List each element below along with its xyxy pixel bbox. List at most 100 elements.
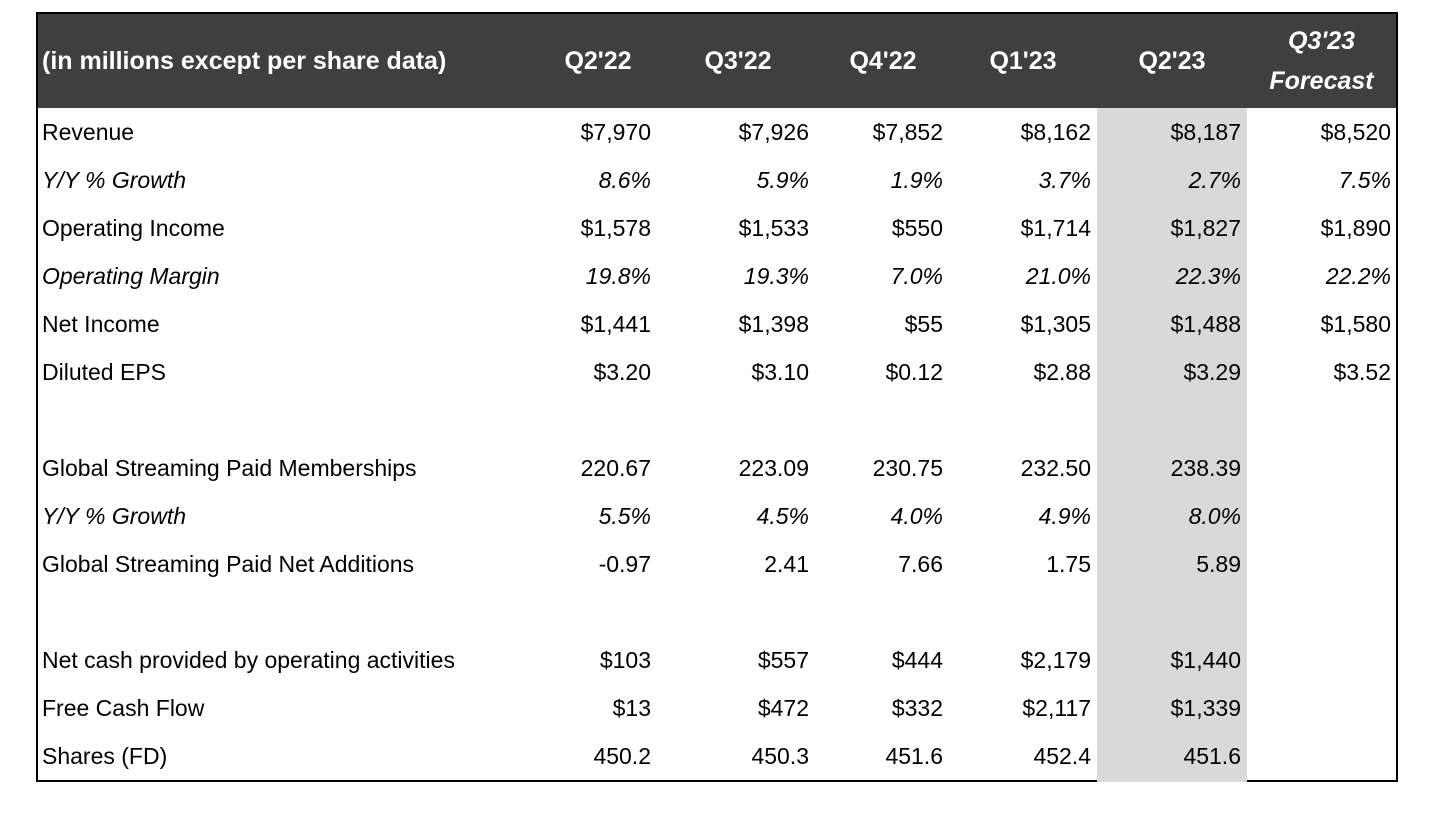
header-q3-23-forecast: Q3'23 Forecast — [1247, 14, 1396, 108]
header-label: (in millions except per share data) — [42, 14, 542, 108]
table-cell: $3.10 — [669, 348, 809, 396]
table-cell: 232.50 — [951, 444, 1091, 492]
table-cell: 8.6% — [511, 156, 651, 204]
header-q2-22: Q2'22 — [523, 14, 673, 108]
table-row: Revenue $7,970 $7,926 $7,852 $8,162 $8,187 $8,… — [38, 108, 1396, 156]
header-q3-22: Q3'22 — [663, 14, 813, 108]
table-cell: 2.7% — [1101, 156, 1241, 204]
table-cell: $7,926 — [669, 108, 809, 156]
table-cell: $1,441 — [511, 300, 651, 348]
table-cell: 238.39 — [1101, 444, 1241, 492]
row-label: Y/Y % Growth — [42, 156, 186, 204]
table-cell: $3.52 — [1251, 348, 1391, 396]
table-cell: 19.8% — [511, 252, 651, 300]
table-cell: $103 — [511, 636, 651, 684]
row-label: Shares (FD) — [42, 732, 167, 780]
table-cell: 450.2 — [511, 732, 651, 780]
header-q1-23: Q1'23 — [948, 14, 1098, 108]
table-cell — [1251, 684, 1391, 732]
table-row: Y/Y % Growth 8.6% 5.9% 1.9% 3.7% 2.7% 7.5% — [38, 156, 1396, 204]
table-cell: 3.7% — [951, 156, 1091, 204]
table-header: (in millions except per share data) Q2'2… — [38, 14, 1396, 108]
table-cell: 7.0% — [803, 252, 943, 300]
table-cell: $7,970 — [511, 108, 651, 156]
table-cell: $7,852 — [803, 108, 943, 156]
row-label: Operating Margin — [42, 252, 220, 300]
table-cell: $332 — [803, 684, 943, 732]
table-cell: $557 — [669, 636, 809, 684]
table-cell: 4.9% — [951, 492, 1091, 540]
table-cell: $1,578 — [511, 204, 651, 252]
table-cell: 451.6 — [803, 732, 943, 780]
table-cell — [1251, 540, 1391, 588]
table-cell: 450.3 — [669, 732, 809, 780]
table-cell: $1,398 — [669, 300, 809, 348]
table-cell: 220.67 — [511, 444, 651, 492]
table-row: Shares (FD) 450.2 450.3 451.6 452.4 451.6 — [38, 732, 1396, 780]
table-cell: 452.4 — [951, 732, 1091, 780]
table-row: Free Cash Flow $13 $472 $332 $2,117 $1,339 — [38, 684, 1396, 732]
table-row: Net Income $1,441 $1,398 $55 $1,305 $1,488 $1,… — [38, 300, 1396, 348]
table-cell — [1251, 444, 1391, 492]
table-cell: 7.5% — [1251, 156, 1391, 204]
row-label: Revenue — [42, 108, 134, 156]
header-forecast-word: Forecast — [1269, 61, 1373, 101]
table-cell: $8,187 — [1101, 108, 1241, 156]
table-row: Operating Margin 19.8% 19.3% 7.0% 21.0% 22.3%… — [38, 252, 1396, 300]
table-cell: 21.0% — [951, 252, 1091, 300]
table-cell: 22.2% — [1251, 252, 1391, 300]
row-label: Net cash provided by operating activitie… — [42, 636, 455, 684]
table-cell: 22.3% — [1101, 252, 1241, 300]
table-cell: 223.09 — [669, 444, 809, 492]
table-cell: $444 — [803, 636, 943, 684]
table-cell: $1,580 — [1251, 300, 1391, 348]
table-cell: $1,339 — [1101, 684, 1241, 732]
header-forecast-quarter: Q3'23 — [1288, 21, 1355, 61]
table-cell: 5.9% — [669, 156, 809, 204]
table-cell: 1.75 — [951, 540, 1091, 588]
row-label: Net Income — [42, 300, 160, 348]
table-cell: $2,179 — [951, 636, 1091, 684]
row-label: Diluted EPS — [42, 348, 166, 396]
table-cell: $1,305 — [951, 300, 1091, 348]
table-cell: 1.9% — [803, 156, 943, 204]
table-row: Y/Y % Growth 5.5% 4.5% 4.0% 4.9% 8.0% — [38, 492, 1396, 540]
row-label: Operating Income — [42, 204, 225, 252]
table-cell: 19.3% — [669, 252, 809, 300]
table-row: Diluted EPS $3.20 $3.10 $0.12 $2.88 $3.29 $3.5… — [38, 348, 1396, 396]
row-label: Global Streaming Paid Memberships — [42, 444, 417, 492]
table-cell: 451.6 — [1101, 732, 1241, 780]
financial-summary-table: (in millions except per share data) Q2'2… — [36, 12, 1398, 782]
table-cell: -0.97 — [511, 540, 651, 588]
header-q4-22: Q4'22 — [808, 14, 958, 108]
table-cell: $1,440 — [1101, 636, 1241, 684]
table-cell: $1,714 — [951, 204, 1091, 252]
table-cell: $1,488 — [1101, 300, 1241, 348]
table-cell — [1251, 732, 1391, 780]
row-label: Y/Y % Growth — [42, 492, 186, 540]
table-cell: 7.66 — [803, 540, 943, 588]
table-cell: $1,533 — [669, 204, 809, 252]
table-row: Global Streaming Paid Net Additions -0.97… — [38, 540, 1396, 588]
table-row: Global Streaming Paid Memberships 220.67 2… — [38, 444, 1396, 492]
table-cell: 4.5% — [669, 492, 809, 540]
table-cell: 230.75 — [803, 444, 943, 492]
table-cell: $13 — [511, 684, 651, 732]
table-cell: $0.12 — [803, 348, 943, 396]
table-cell: 8.0% — [1101, 492, 1241, 540]
row-label: Free Cash Flow — [42, 684, 204, 732]
table-cell: $8,520 — [1251, 108, 1391, 156]
header-q2-23: Q2'23 — [1097, 14, 1247, 108]
table-row: Net cash provided by operating activitie… — [38, 636, 1396, 684]
table-cell: $550 — [803, 204, 943, 252]
table-row: Operating Income $1,578 $1,533 $550 $1,714 $1… — [38, 204, 1396, 252]
table-cell: $2.88 — [951, 348, 1091, 396]
table-cell: $3.29 — [1101, 348, 1241, 396]
table-cell: 5.89 — [1101, 540, 1241, 588]
table-cell: $8,162 — [951, 108, 1091, 156]
table-cell — [1251, 492, 1391, 540]
table-cell: $2,117 — [951, 684, 1091, 732]
table-cell: $1,890 — [1251, 204, 1391, 252]
table-cell: $55 — [803, 300, 943, 348]
table-cell: 2.41 — [669, 540, 809, 588]
